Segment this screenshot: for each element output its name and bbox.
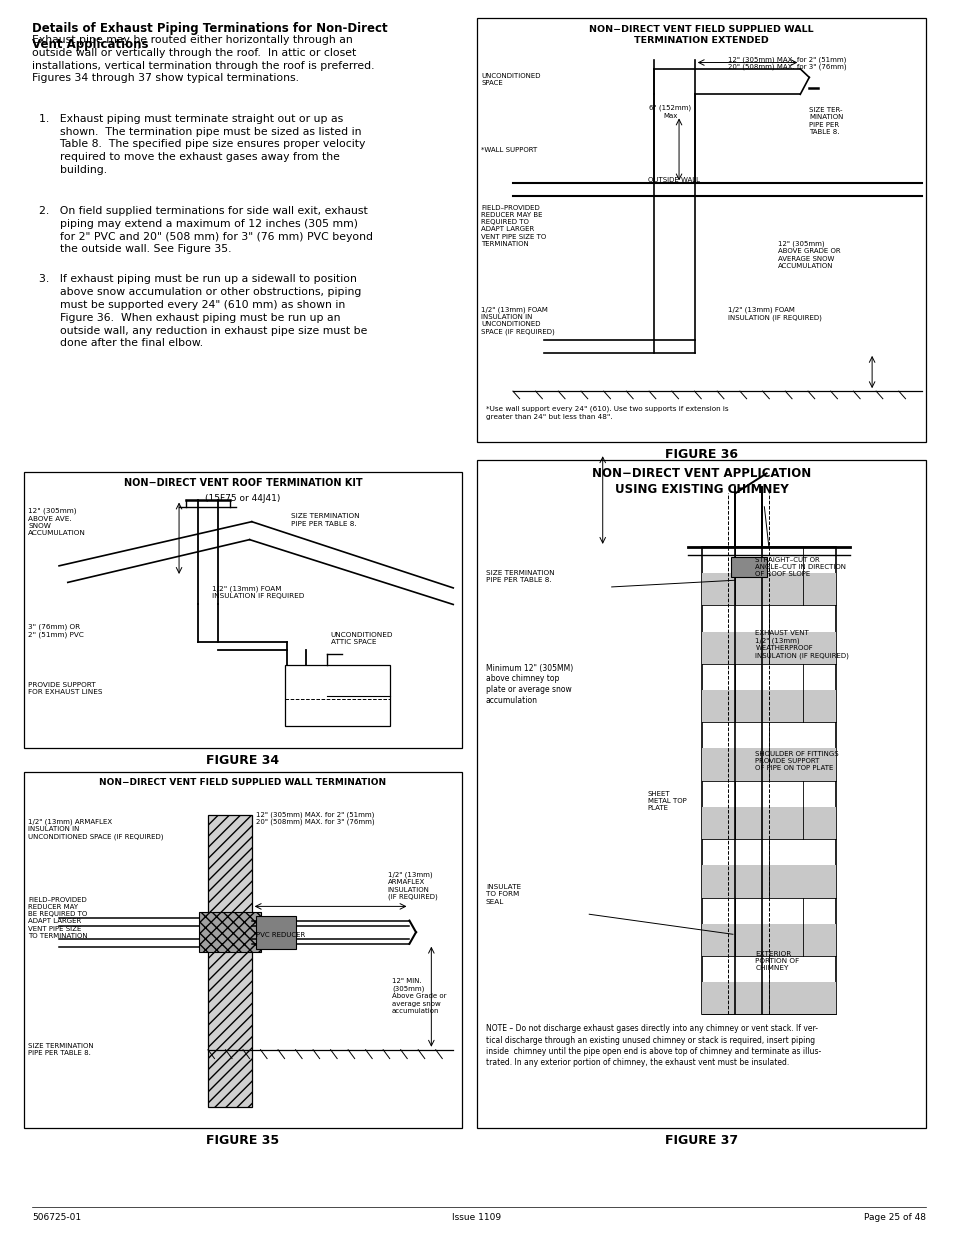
Bar <box>476 19 925 442</box>
Text: NON−DIRECT VENT APPLICATION
USING EXISTING CHIMNEY: NON−DIRECT VENT APPLICATION USING EXISTI… <box>591 467 810 496</box>
Text: OUTSIDE WALL: OUTSIDE WALL <box>647 177 699 183</box>
Text: Page 25 of 48: Page 25 of 48 <box>863 1213 925 1221</box>
Text: 12" (305mm) MAX. for 2" (51mm)
20" (508mm) MAX. for 3" (76mm): 12" (305mm) MAX. for 2" (51mm) 20" (508m… <box>255 811 375 825</box>
Text: 3" (76mm) OR
2" (51mm) PVC: 3" (76mm) OR 2" (51mm) PVC <box>29 624 84 638</box>
Text: SIZE TERMINATION
PIPE PER TABLE 8.: SIZE TERMINATION PIPE PER TABLE 8. <box>291 514 359 526</box>
Text: SHOULDER OF FITTINGS
PROVIDE SUPPORT
OF PIPE ON TOP PLATE: SHOULDER OF FITTINGS PROVIDE SUPPORT OF … <box>755 751 838 771</box>
Text: Details of Exhaust Piping Terminations for Non-Direct
Vent Applications: Details of Exhaust Piping Terminations f… <box>32 22 387 51</box>
Text: Issue 1109: Issue 1109 <box>452 1213 501 1221</box>
Bar <box>284 666 390 726</box>
Text: 1/2" (13mm) ARMAFLEX
INSULATION IN
UNCONDITIONED SPACE (IF REQUIRED): 1/2" (13mm) ARMAFLEX INSULATION IN UNCON… <box>29 819 164 840</box>
Text: NON−DIRECT VENT FIELD SUPPLIED WALL
TERMINATION EXTENDED: NON−DIRECT VENT FIELD SUPPLIED WALL TERM… <box>589 25 813 46</box>
Text: 1/2" (13mm) FOAM
INSULATION (IF REQUIRED): 1/2" (13mm) FOAM INSULATION (IF REQUIRED… <box>728 306 821 321</box>
Bar <box>24 472 461 748</box>
Bar <box>700 631 836 663</box>
Text: 506725-01: 506725-01 <box>32 1213 81 1221</box>
Text: 6" (152mm)
Max: 6" (152mm) Max <box>648 105 690 119</box>
Bar <box>700 806 836 839</box>
Text: STRAIGHT–CUT OR
ANGLE–CUT IN DIRECTION
OF ROOF SLOPE: STRAIGHT–CUT OR ANGLE–CUT IN DIRECTION O… <box>755 557 845 577</box>
Text: (15F75 or 44J41): (15F75 or 44J41) <box>205 494 280 503</box>
Text: 12" (305mm) MAX. for 2" (51mm)
20" (508mm) MAX. for 3" (76mm): 12" (305mm) MAX. for 2" (51mm) 20" (508m… <box>728 56 846 70</box>
Text: 12" (305mm)
ABOVE GRADE OR
AVERAGE SNOW
ACCUMULATION: 12" (305mm) ABOVE GRADE OR AVERAGE SNOW … <box>777 241 840 269</box>
Text: FIGURE 37: FIGURE 37 <box>664 1134 738 1147</box>
Bar <box>199 913 260 952</box>
Bar <box>700 924 836 956</box>
Text: UNCONDITIONED
ATTIC SPACE: UNCONDITIONED ATTIC SPACE <box>331 632 393 646</box>
Bar <box>700 547 836 1014</box>
Text: 1/2" (13mm) FOAM
INSULATION IN
UNCONDITIONED
SPACE (IF REQUIRED): 1/2" (13mm) FOAM INSULATION IN UNCONDITI… <box>481 306 555 335</box>
Text: NON−DIRECT VENT ROOF TERMINATION KIT: NON−DIRECT VENT ROOF TERMINATION KIT <box>124 478 362 488</box>
Bar <box>476 459 925 1128</box>
Text: FIGURE 34: FIGURE 34 <box>206 755 279 767</box>
Bar <box>700 748 836 781</box>
Text: FIELD–PROVIDED
REDUCER MAY
BE REQUIRED TO
ADAPT LARGER
VENT PIPE SIZE
TO TERMINA: FIELD–PROVIDED REDUCER MAY BE REQUIRED T… <box>29 897 88 939</box>
Text: INSULATE
TO FORM
SEAL: INSULATE TO FORM SEAL <box>485 884 520 905</box>
Text: FIELD–PROVIDED
REDUCER MAY BE
REQUIRED TO
ADAPT LARGER
VENT PIPE SIZE TO
TERMINA: FIELD–PROVIDED REDUCER MAY BE REQUIRED T… <box>481 205 546 247</box>
Text: SHEET
METAL TOP
PLATE: SHEET METAL TOP PLATE <box>647 790 685 811</box>
Text: 1/2" (13mm)
ARMAFLEX
INSULATION
(IF REQUIRED): 1/2" (13mm) ARMAFLEX INSULATION (IF REQU… <box>387 872 436 900</box>
Text: SIZE TERMINATION
PIPE PER TABLE 8.: SIZE TERMINATION PIPE PER TABLE 8. <box>485 571 554 583</box>
Text: EXHAUST VENT
1/2" (13mm)
WEATHERPROOF
INSULATION (IF REQUIRED): EXHAUST VENT 1/2" (13mm) WEATHERPROOF IN… <box>755 630 848 659</box>
Bar <box>700 573 836 605</box>
Text: *WALL SUPPORT: *WALL SUPPORT <box>481 147 537 153</box>
Text: 12" MIN.
(305mm)
Above Grade or
average snow
accumulation: 12" MIN. (305mm) Above Grade or average … <box>392 978 446 1014</box>
Text: 1.   Exhaust piping must terminate straight out or up as
        shown.  The ter: 1. Exhaust piping must terminate straigh… <box>32 114 365 175</box>
Text: FIGURE 36: FIGURE 36 <box>664 448 738 461</box>
Text: NOTE – Do not discharge exhaust gases directly into any chimney or vent stack. I: NOTE – Do not discharge exhaust gases di… <box>485 1025 821 1067</box>
Text: SIZE TERMINATION
PIPE PER TABLE 8.: SIZE TERMINATION PIPE PER TABLE 8. <box>29 1042 94 1056</box>
Text: Exhaust pipe may be routed either horizontally through an
outside wall or vertic: Exhaust pipe may be routed either horizo… <box>32 35 375 84</box>
Text: SIZE TER-
MINATION
PIPE PER
TABLE 8.: SIZE TER- MINATION PIPE PER TABLE 8. <box>808 107 842 135</box>
Text: 12" (305mm)
ABOVE AVE.
SNOW
ACCUMULATION: 12" (305mm) ABOVE AVE. SNOW ACCUMULATION <box>29 508 86 536</box>
Text: EXTERIOR
PORTION OF
CHIMNEY: EXTERIOR PORTION OF CHIMNEY <box>755 951 799 972</box>
Bar <box>700 982 836 1014</box>
Text: PVC REDUCER: PVC REDUCER <box>255 932 305 939</box>
Bar <box>700 690 836 722</box>
Bar <box>208 815 252 1107</box>
Text: FIGURE 35: FIGURE 35 <box>206 1134 279 1147</box>
Bar <box>730 557 766 577</box>
Text: 3.   If exhaust piping must be run up a sidewall to position
        above snow : 3. If exhaust piping must be run up a si… <box>32 274 367 348</box>
Text: Minimum 12" (305MM)
above chimney top
plate or average snow
accumulation: Minimum 12" (305MM) above chimney top pl… <box>485 663 573 705</box>
Text: PROVIDE SUPPORT
FOR EXHAUST LINES: PROVIDE SUPPORT FOR EXHAUST LINES <box>29 682 103 695</box>
Text: UNCONDITIONED
SPACE: UNCONDITIONED SPACE <box>481 73 540 86</box>
Bar <box>24 772 461 1128</box>
Bar <box>700 866 836 898</box>
Text: NON−DIRECT VENT FIELD SUPPLIED WALL TERMINATION: NON−DIRECT VENT FIELD SUPPLIED WALL TERM… <box>99 778 386 787</box>
Text: 2.   On field supplied terminations for side wall exit, exhaust
        piping m: 2. On field supplied terminations for si… <box>32 206 373 254</box>
Text: *Use wall support every 24" (610). Use two supports if extension is
greater than: *Use wall support every 24" (610). Use t… <box>485 406 728 420</box>
Bar <box>255 916 295 948</box>
Text: 1/2" (13mm) FOAM
INSULATION IF REQUIRED: 1/2" (13mm) FOAM INSULATION IF REQUIRED <box>213 585 304 599</box>
